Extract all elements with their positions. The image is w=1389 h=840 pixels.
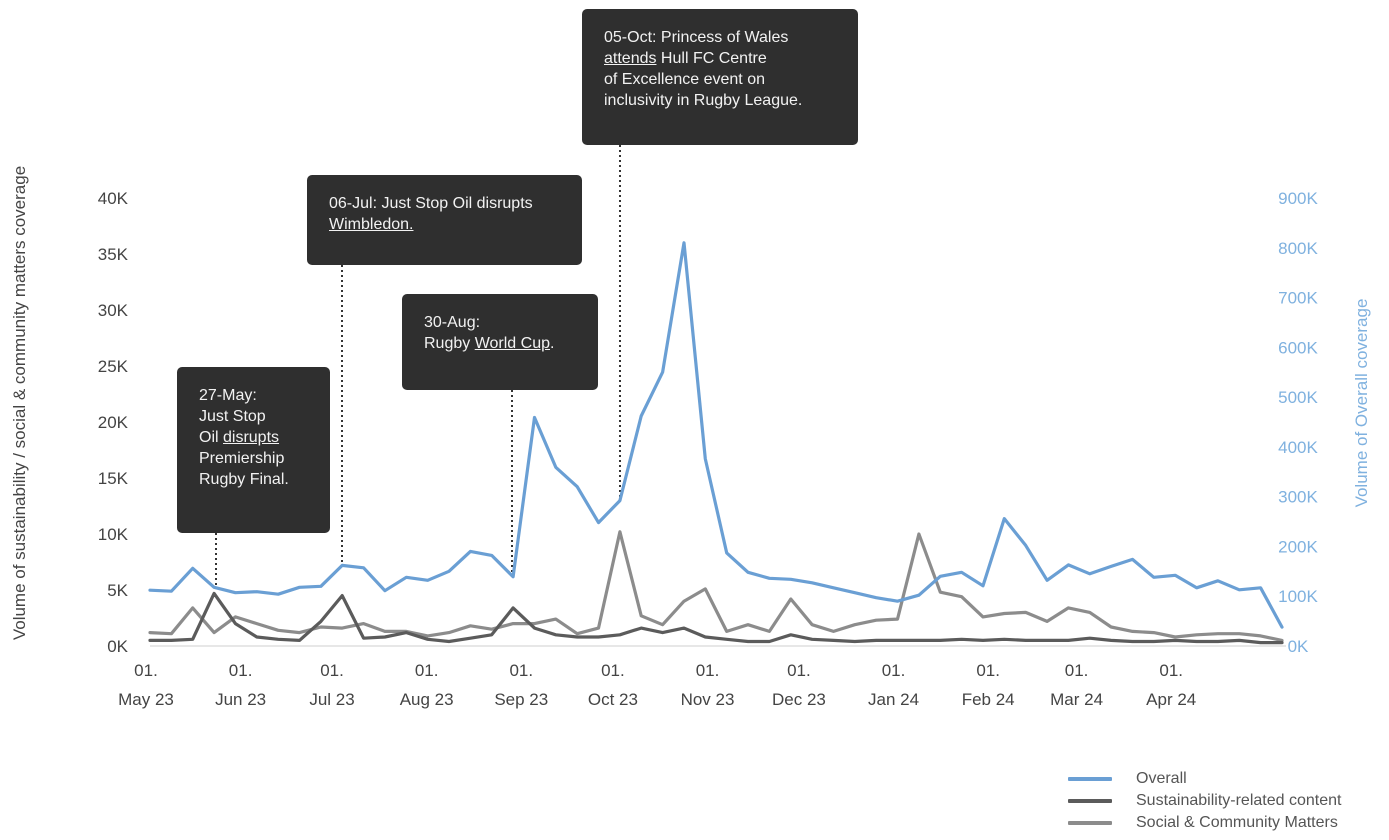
annotation-link[interactable]: Wimbledon. [329, 216, 414, 233]
left-axis-ticks: 0K 5K 10K 15K 20K 25K 30K 35K 40K [98, 189, 129, 656]
x-tick-month: Aug 23 [400, 690, 454, 709]
annotation-leader-lines [215, 145, 621, 588]
legend-item-overall: Overall [1068, 768, 1341, 790]
x-axis-ticks: 01. May 23 01. Jun 23 01. Jul 23 01. Aug 23 01. S… [118, 661, 1196, 709]
left-tick-label: 5K [107, 581, 128, 600]
left-tick-label: 35K [98, 245, 129, 264]
legend-swatch-overall [1068, 777, 1112, 781]
series-sustainability [148, 591, 1284, 645]
left-tick-label: 30K [98, 301, 129, 320]
x-tick-month: Mar 24 [1050, 690, 1103, 709]
legend-swatch-sustainability [1068, 799, 1112, 803]
x-tick-month: Nov 23 [681, 690, 735, 709]
x-tick-month: Jun 23 [215, 690, 266, 709]
right-tick-label: 300K [1278, 488, 1318, 507]
x-tick-month: Jan 24 [868, 690, 919, 709]
x-tick-day: 01. [1159, 661, 1183, 680]
legend-label-sustainability: Sustainability-related content [1136, 792, 1342, 809]
x-tick-month: Sep 23 [494, 690, 548, 709]
x-tick-day: 01. [696, 661, 720, 680]
x-tick-day: 01. [1065, 661, 1089, 680]
x-tick-day: 01. [601, 661, 625, 680]
right-tick-label: 400K [1278, 438, 1318, 457]
annotation-callout: 05-Oct: Princess of Wales attends Hull FC… [582, 9, 858, 145]
annotation-link[interactable]: disrupts [223, 429, 280, 446]
right-tick-label: 700K [1278, 289, 1318, 308]
x-tick-day: 01. [882, 661, 906, 680]
left-tick-label: 40K [98, 189, 129, 208]
left-tick-label: 25K [98, 357, 129, 376]
x-tick-day: 01. [134, 661, 158, 680]
x-tick-day: 01. [320, 661, 344, 680]
left-axis-label: Volume of sustainability / social & comm… [10, 166, 29, 640]
right-axis-label: Volume of Overall coverage [1352, 299, 1371, 508]
right-tick-label: 600K [1278, 338, 1318, 357]
right-tick-label: 500K [1278, 388, 1318, 407]
series-social [148, 530, 1284, 643]
annotation-link[interactable]: attends [604, 50, 657, 67]
x-tick-month: Feb 24 [962, 690, 1015, 709]
annotation-callout: 06-Jul: Just Stop Oil disrupts Wimbledon. [307, 175, 582, 265]
legend: Overall Sustainability-related content S… [1068, 768, 1341, 834]
series-lines [148, 241, 1284, 645]
legend-label-social: Social & Community Matters [1136, 814, 1338, 831]
x-tick-day: 01. [415, 661, 439, 680]
left-tick-label: 10K [98, 525, 129, 544]
legend-item-social: Social & Community Matters [1068, 812, 1341, 834]
right-tick-label: 900K [1278, 189, 1318, 208]
legend-label-overall: Overall [1136, 770, 1187, 787]
x-tick-month: Dec 23 [772, 690, 826, 709]
x-tick-month: May 23 [118, 690, 174, 709]
annotation-link[interactable]: World Cup [474, 335, 550, 352]
right-axis-ticks: 0K 100K 200K 300K 400K 500K 600K 700K 800K 900K [1278, 189, 1318, 656]
x-tick-day: 01. [976, 661, 1000, 680]
annotation-callout: 27-May: Just Stop Oil disrupts Premiership R… [177, 367, 330, 533]
x-tick-month: Oct 23 [588, 690, 638, 709]
x-tick-day: 01. [509, 661, 533, 680]
right-tick-label: 0K [1288, 637, 1309, 656]
left-tick-label: 0K [107, 637, 128, 656]
x-tick-day: 01. [787, 661, 811, 680]
x-tick-day: 01. [229, 661, 253, 680]
x-tick-month: Apr 24 [1146, 690, 1196, 709]
left-tick-label: 15K [98, 469, 129, 488]
series-overall [148, 241, 1284, 629]
x-tick-month: Jul 23 [309, 690, 354, 709]
legend-item-sustainability: Sustainability-related content [1068, 790, 1341, 812]
right-tick-label: 100K [1278, 587, 1318, 606]
right-tick-label: 800K [1278, 239, 1318, 258]
right-tick-label: 200K [1278, 537, 1318, 556]
legend-swatch-social [1068, 821, 1112, 825]
left-tick-label: 20K [98, 413, 129, 432]
annotation-callout: 30-Aug: Rugby World Cup. [402, 294, 598, 390]
